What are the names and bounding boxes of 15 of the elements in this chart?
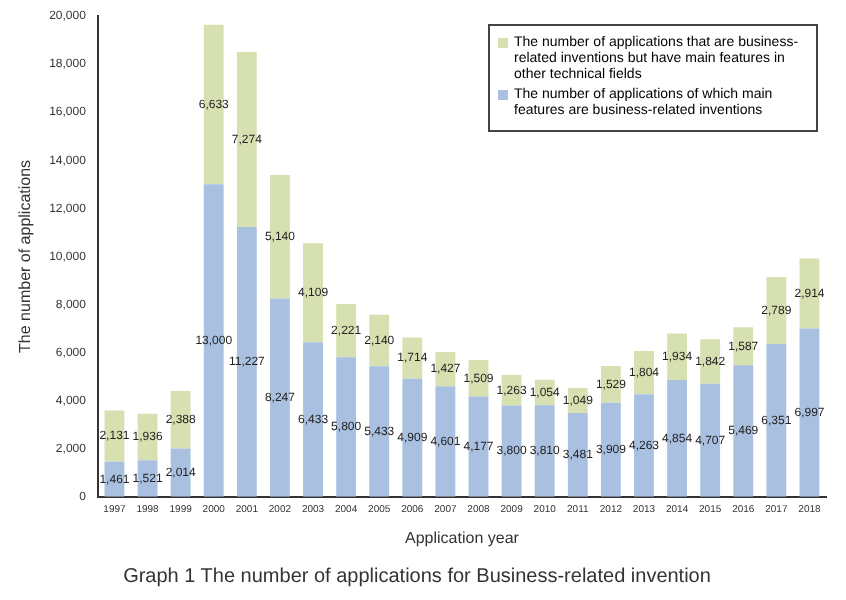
bar — [203, 24, 224, 185]
bar — [501, 405, 522, 497]
bar — [766, 344, 787, 497]
bar — [733, 365, 754, 497]
text: Graph 1 The number of applications for Business-related invention — [123, 565, 711, 588]
bar — [170, 390, 191, 449]
bar — [369, 366, 390, 497]
y-axis-title: The number of applications — [16, 159, 35, 353]
bar — [700, 339, 721, 384]
bar — [402, 337, 423, 379]
bar — [766, 277, 787, 345]
bar — [534, 405, 555, 497]
bar — [799, 328, 820, 497]
x-axis-title: Application year — [405, 528, 520, 547]
bar — [369, 314, 390, 367]
